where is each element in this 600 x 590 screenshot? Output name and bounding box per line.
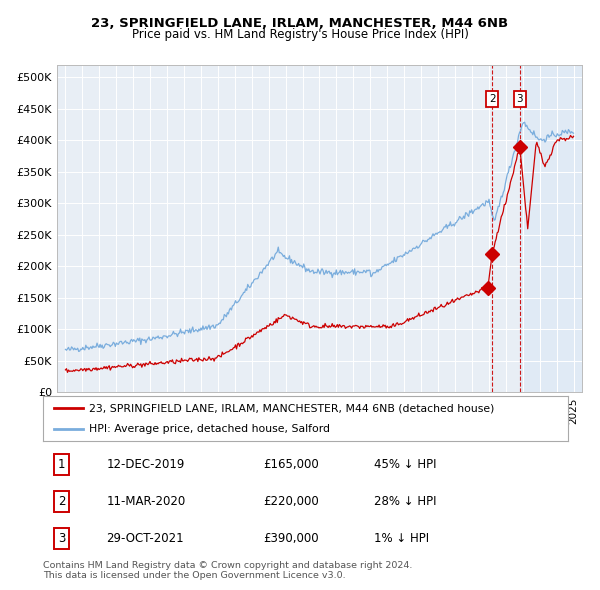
Text: 1% ↓ HPI: 1% ↓ HPI [374, 532, 429, 545]
Text: 3: 3 [517, 94, 523, 104]
Text: 12-DEC-2019: 12-DEC-2019 [106, 458, 185, 471]
Text: 1: 1 [58, 458, 65, 471]
Text: 23, SPRINGFIELD LANE, IRLAM, MANCHESTER, M44 6NB (detached house): 23, SPRINGFIELD LANE, IRLAM, MANCHESTER,… [89, 404, 495, 414]
Text: This data is licensed under the Open Government Licence v3.0.: This data is licensed under the Open Gov… [43, 571, 346, 580]
Text: 11-MAR-2020: 11-MAR-2020 [106, 495, 185, 508]
Text: 23, SPRINGFIELD LANE, IRLAM, MANCHESTER, M44 6NB: 23, SPRINGFIELD LANE, IRLAM, MANCHESTER,… [91, 17, 509, 30]
Text: 2: 2 [489, 94, 496, 104]
Text: £165,000: £165,000 [263, 458, 319, 471]
Text: Contains HM Land Registry data © Crown copyright and database right 2024.: Contains HM Land Registry data © Crown c… [43, 560, 413, 569]
Text: 3: 3 [58, 532, 65, 545]
Text: £390,000: £390,000 [263, 532, 319, 545]
Bar [520, 65, 582, 392]
Text: £220,000: £220,000 [263, 495, 319, 508]
Text: 45% ↓ HPI: 45% ↓ HPI [374, 458, 436, 471]
Text: HPI: Average price, detached house, Salford: HPI: Average price, detached house, Salf… [89, 424, 331, 434]
Text: 29-OCT-2021: 29-OCT-2021 [106, 532, 184, 545]
Text: Price paid vs. HM Land Registry's House Price Index (HPI): Price paid vs. HM Land Registry's House … [131, 28, 469, 41]
Text: 2: 2 [58, 495, 65, 508]
Text: 28% ↓ HPI: 28% ↓ HPI [374, 495, 436, 508]
